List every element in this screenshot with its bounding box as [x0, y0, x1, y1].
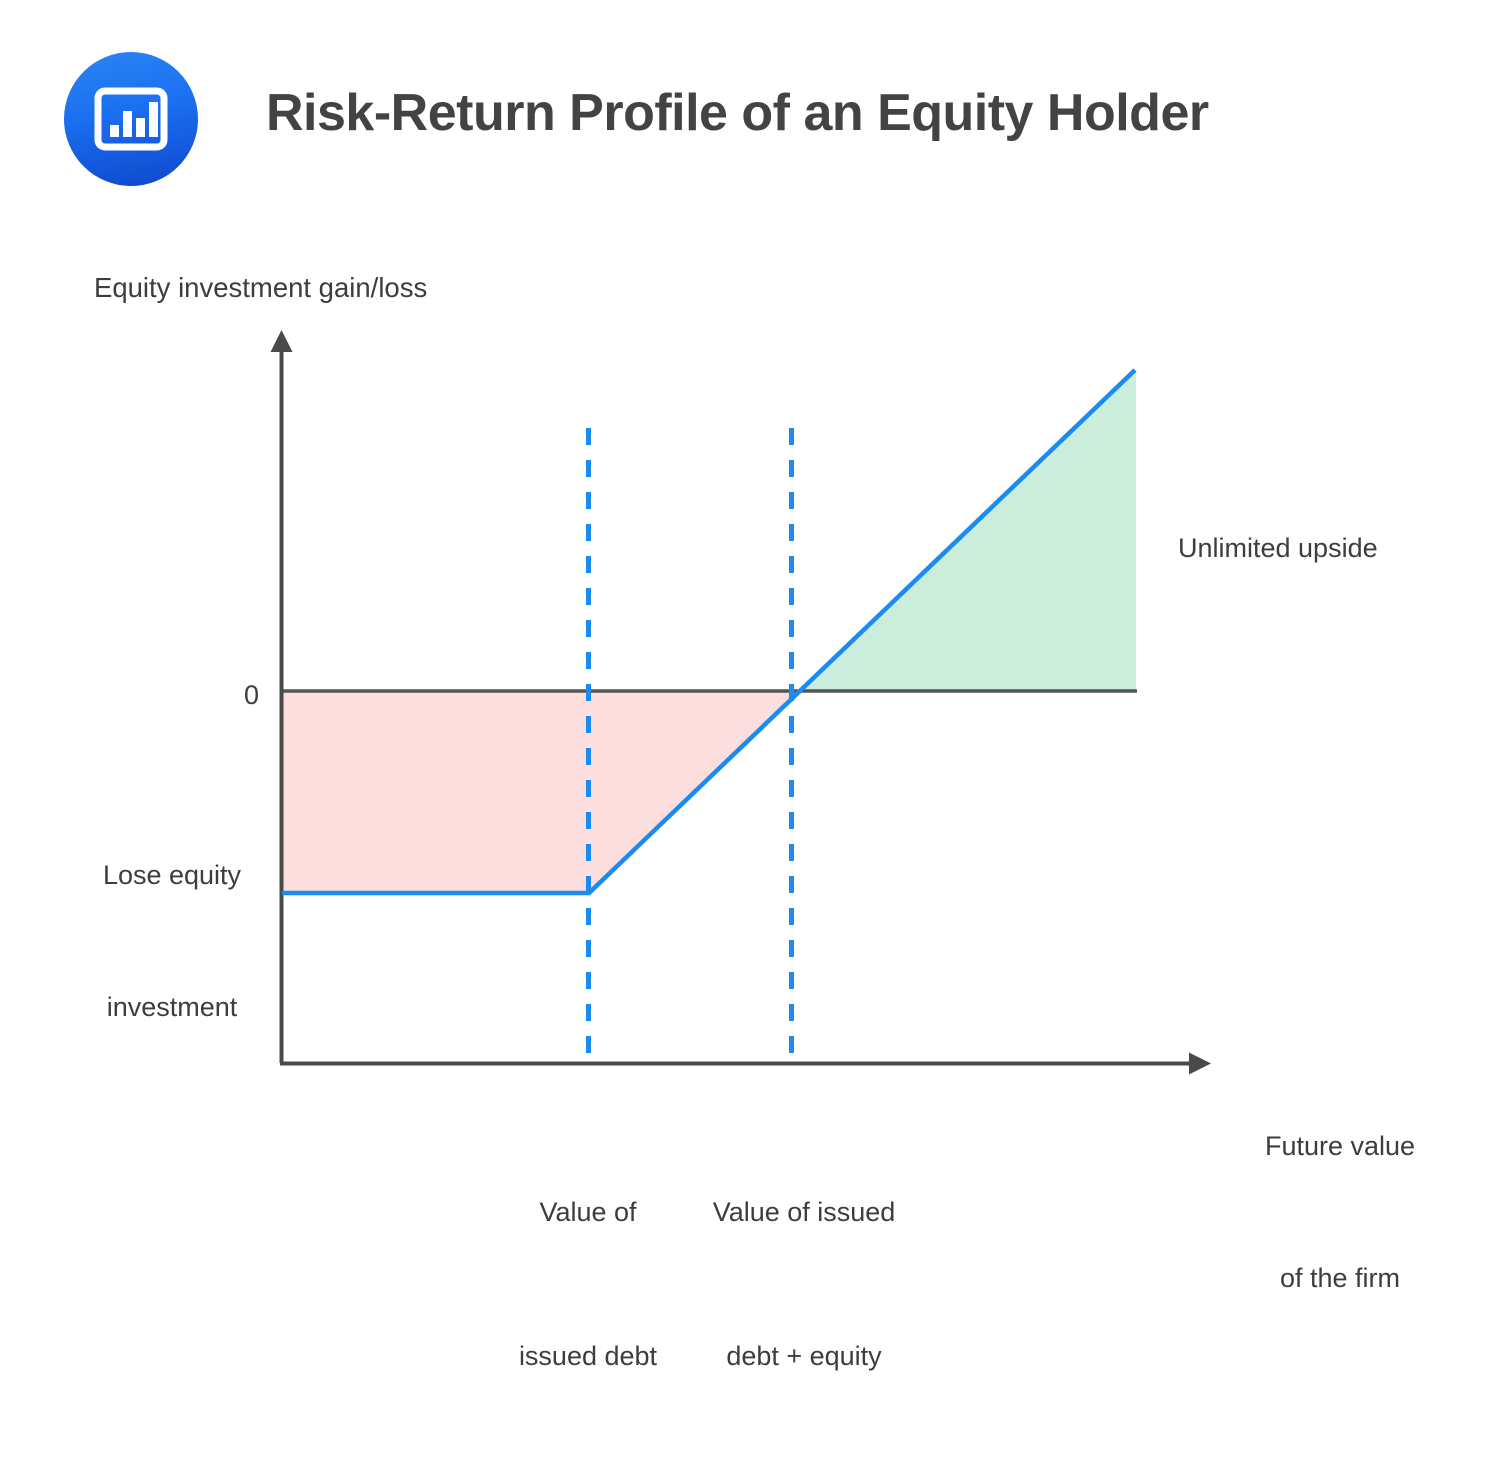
- x-axis-label: Future value of the firm: [1240, 1036, 1440, 1388]
- tick-label-2-line-1: Value of issued: [712, 1197, 896, 1227]
- chart-plot-area: [270, 330, 1211, 1075]
- loss-annotation-line-1: Lose equity: [102, 860, 242, 890]
- x-axis-tick-label-value-of-issued-debt-plus-equity: Value of issued debt + equity: [675, 1092, 933, 1476]
- x-axis-label-line-2: of the firm: [1279, 1263, 1401, 1293]
- bar-chart-icon: [64, 52, 198, 186]
- x-axis-arrowhead: [1189, 1052, 1211, 1075]
- tick-label-1-line-1: Value of: [539, 1197, 637, 1227]
- page-title: Risk-Return Profile of an Equity Holder: [266, 84, 1209, 142]
- tick-label-1-line-2: issued debt: [518, 1341, 658, 1371]
- y-axis-arrowhead: [270, 330, 293, 352]
- x-axis-tick-label-value-of-issued-debt: Value of issued debt: [470, 1092, 706, 1476]
- y-axis-label: Equity investment gain/loss: [94, 272, 428, 303]
- risk-return-chart: Equity investment gain/loss 0 Lose equit…: [57, 272, 1415, 1371]
- upside-annotation: Unlimited upside: [1178, 533, 1378, 563]
- page-header: Risk-Return Profile of an Equity Holder: [0, 0, 1504, 230]
- loss-annotation: Lose equity investment: [57, 765, 287, 1117]
- tick-label-2-line-2: debt + equity: [726, 1341, 882, 1371]
- loss-annotation-line-2: investment: [106, 992, 238, 1022]
- loss-region-fill-left: [282, 691, 801, 893]
- payoff-line: [282, 368, 1137, 896]
- x-axis-label-line-1: Future value: [1264, 1131, 1416, 1161]
- y-axis-zero-tick-label: 0: [244, 680, 260, 710]
